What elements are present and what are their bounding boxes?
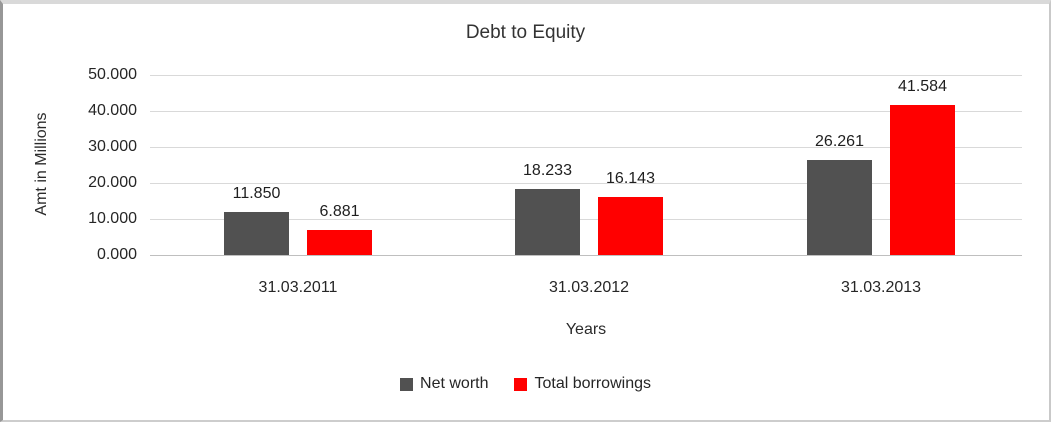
legend-label: Total borrowings: [534, 375, 651, 392]
bar-total-borrowings: [598, 197, 663, 255]
bar-net-worth: [224, 212, 289, 255]
y-axis-title: Amt in Millions: [33, 112, 50, 216]
legend-item-net-worth: Net worth: [400, 375, 488, 393]
gridline: [150, 111, 1022, 112]
legend-item-total-borrowings: Total borrowings: [514, 375, 651, 393]
bar-value-label: 16.143: [606, 170, 655, 187]
gridline: [150, 75, 1022, 76]
legend-swatch: [400, 377, 414, 391]
bar-value-label: 18.233: [523, 162, 572, 179]
category-label: 31.03.2012: [548, 279, 630, 296]
bar-value-label: 6.881: [319, 203, 360, 220]
y-tick-label: 0.000: [96, 246, 137, 263]
gridline: [150, 147, 1022, 148]
category-label: 31.03.2013: [840, 279, 922, 296]
gridline: [150, 183, 1022, 184]
y-tick-label: 20.000: [88, 174, 137, 191]
bar-value-label: 26.261: [815, 133, 864, 150]
y-tick-label: 40.000: [88, 102, 137, 119]
bar-value-label: 11.850: [232, 185, 281, 202]
plot-area: [150, 75, 1022, 256]
legend-swatch: [514, 377, 528, 391]
bar-value-label: 41.584: [898, 78, 947, 95]
y-tick-label: 10.000: [88, 210, 137, 227]
bar-net-worth: [807, 160, 872, 255]
y-tick-label: 30.000: [88, 138, 137, 155]
y-tick-label: 50.000: [88, 66, 137, 83]
legend-label: Net worth: [420, 375, 489, 392]
category-label: 31.03.2011: [258, 279, 338, 296]
legend: Net worth Total borrowings: [0, 375, 1051, 393]
x-axis-title: Years: [565, 321, 607, 338]
gridline: [150, 219, 1022, 220]
chart-title: Debt to Equity: [465, 22, 586, 43]
bar-total-borrowings: [890, 105, 955, 255]
x-axis-line: [150, 255, 1022, 256]
bar-net-worth: [515, 189, 580, 255]
bar-total-borrowings: [307, 230, 372, 255]
